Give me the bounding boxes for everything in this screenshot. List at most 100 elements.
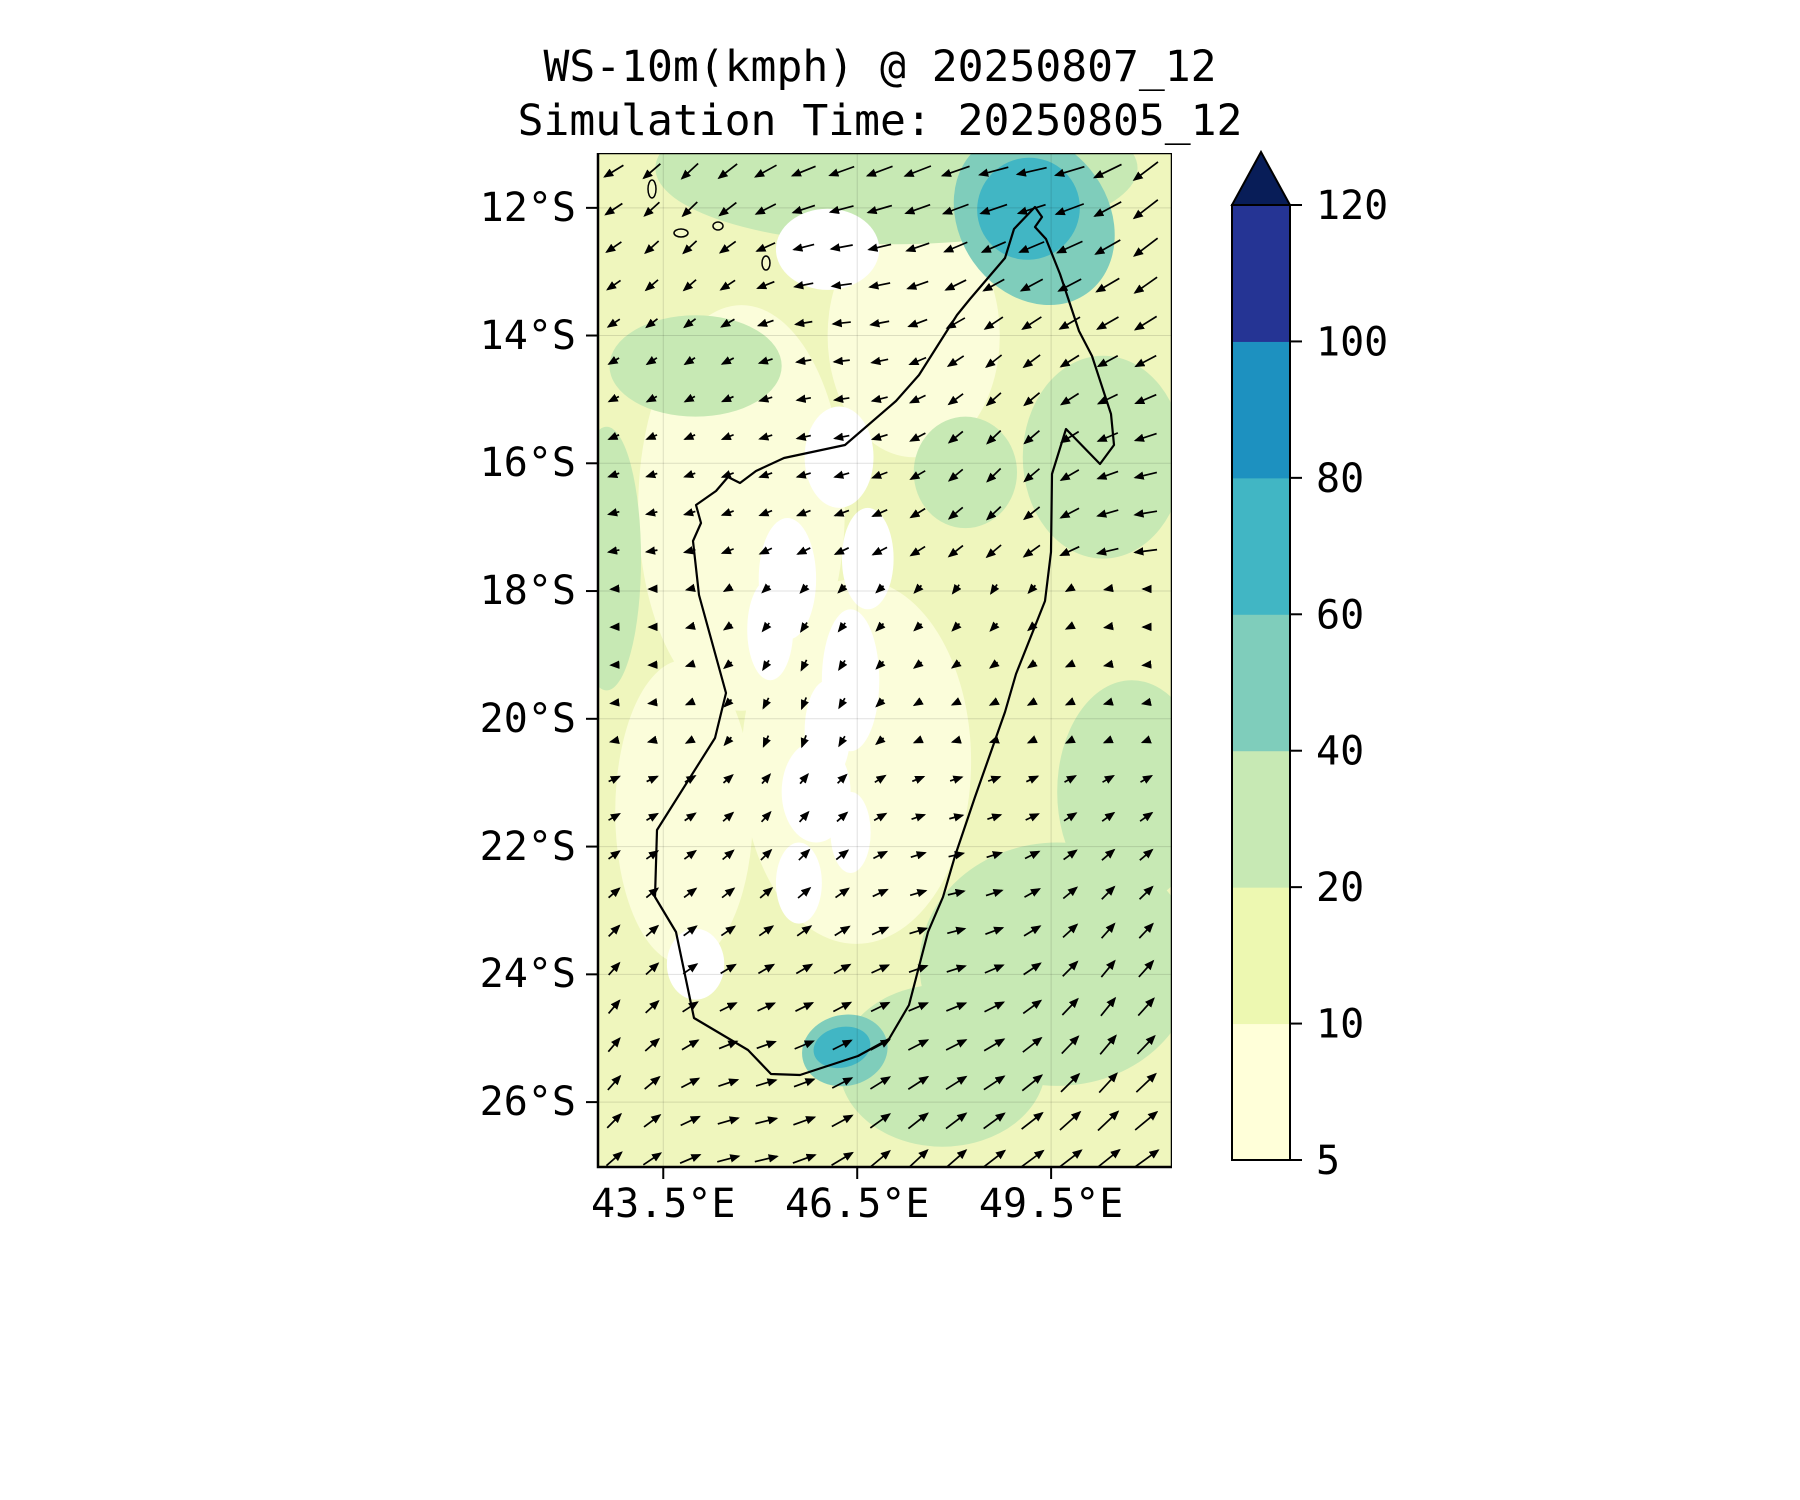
wind-arrow xyxy=(1021,316,1042,331)
wind-arrow xyxy=(680,1115,701,1127)
wind-arrow xyxy=(718,1040,739,1050)
wind-arrow xyxy=(756,318,774,327)
wind-arrow xyxy=(947,888,966,898)
wind-arrow xyxy=(645,887,660,899)
wind-arrow xyxy=(909,507,926,519)
wind-arrow xyxy=(1058,316,1081,330)
wind-arrow xyxy=(644,1037,661,1052)
wind-arrow xyxy=(799,583,810,594)
wind-arrow xyxy=(909,470,926,481)
wind-arrow xyxy=(683,393,696,403)
wind-arrow xyxy=(987,813,1003,822)
wind-speed-region xyxy=(913,416,1018,529)
madagascar-coastline xyxy=(653,205,1116,1077)
wind-arrow xyxy=(722,849,735,861)
wind-arrow xyxy=(1023,506,1041,521)
wind-arrow xyxy=(1098,1072,1118,1094)
wind-arrow xyxy=(873,812,888,822)
wind-arrow xyxy=(985,354,1003,369)
y-tick-label: 26°S xyxy=(479,1079,576,1126)
wind-arrow xyxy=(683,356,696,366)
wind-arrow xyxy=(683,318,697,329)
wind-arrow xyxy=(717,1116,740,1125)
wind-arrow xyxy=(683,925,698,937)
wind-arrow xyxy=(755,1078,778,1087)
wind-arrow xyxy=(643,1114,662,1128)
wind-arrow xyxy=(754,203,777,215)
wind-arrow xyxy=(829,243,853,252)
wind-arrow xyxy=(1099,1034,1117,1055)
wind-arrow xyxy=(720,318,735,328)
wind-arrow xyxy=(870,356,889,366)
wind-arrow xyxy=(760,848,773,861)
wind-arrow xyxy=(756,280,775,290)
colorbar: 5 10 20 40 60 80 100 120 xyxy=(1230,149,1388,1184)
wind-arrow xyxy=(755,242,776,252)
colorbar-segment xyxy=(1232,477,1290,615)
wind-speed-region xyxy=(1022,355,1172,559)
wind-arrow xyxy=(870,1039,891,1051)
wind-arrow xyxy=(1133,547,1158,556)
wind-arrow xyxy=(757,963,776,975)
wind-arrow xyxy=(911,775,926,784)
wind-arrow xyxy=(645,318,659,329)
wind-arrow xyxy=(1096,316,1119,330)
wind-arrow xyxy=(644,279,659,292)
wind-arrow xyxy=(979,203,1008,215)
colorbar-segment xyxy=(1232,341,1290,479)
wind-speed-region xyxy=(775,208,880,290)
wind-arrow xyxy=(869,1076,892,1090)
wind-arrow xyxy=(947,430,964,444)
wind-arrow xyxy=(720,394,734,403)
colorbar-segment xyxy=(1232,887,1290,1025)
wind-arrow xyxy=(984,964,1005,974)
wind-arrow xyxy=(1054,203,1085,216)
wind-arrow xyxy=(607,356,620,365)
colorbar-tick-label: 80 xyxy=(1316,456,1364,502)
wind-arrow xyxy=(795,356,812,366)
wind-arrow xyxy=(1062,923,1079,939)
wind-arrow xyxy=(1061,997,1079,1016)
wind-arrow xyxy=(985,506,1002,521)
wind-arrow xyxy=(986,851,1003,860)
wind-arrow xyxy=(988,659,1000,669)
wind-arrow xyxy=(1064,583,1076,593)
wind-arrow xyxy=(608,735,620,744)
wind-arrow xyxy=(1096,509,1119,518)
wind-arrow xyxy=(607,1036,621,1053)
wind-arrow xyxy=(1096,393,1118,405)
wind-arrow xyxy=(832,356,850,366)
wind-arrow xyxy=(607,431,620,440)
wind-arrow xyxy=(837,773,848,784)
wind-arrow xyxy=(720,963,737,975)
wind-arrow xyxy=(835,849,850,861)
wind-arrow xyxy=(1026,659,1038,669)
wind-arrow xyxy=(799,622,810,633)
x-tick-label: 43.5°E xyxy=(591,1181,736,1227)
wind-arrow xyxy=(754,1154,779,1163)
wind-arrow xyxy=(683,470,696,479)
wind-arrow xyxy=(608,850,621,860)
wind-arrow xyxy=(607,1074,622,1091)
wind-arrow xyxy=(947,468,964,482)
wind-arrow xyxy=(720,470,734,479)
wind-arrow xyxy=(684,812,697,822)
colorbar-tick-label: 40 xyxy=(1316,729,1364,775)
wind-arrow xyxy=(680,162,699,180)
wind-arrow xyxy=(833,508,850,517)
wind-arrow xyxy=(608,924,621,937)
wind-arrow xyxy=(945,317,966,329)
wind-arrow xyxy=(988,697,1000,706)
wind-arrow xyxy=(1025,775,1040,784)
wind-arrow xyxy=(986,429,1002,445)
plot-border xyxy=(596,153,1172,1169)
wind-arrow xyxy=(908,1002,929,1012)
wind-arrow xyxy=(608,775,621,784)
wind-arrow xyxy=(605,1151,623,1167)
colorbar-tick-label: 120 xyxy=(1316,183,1388,229)
wind-arrow xyxy=(759,886,774,899)
wind-arrow xyxy=(761,773,772,785)
wind-arrow xyxy=(874,774,887,784)
wind-arrow xyxy=(1026,735,1038,744)
wind-arrow xyxy=(1059,469,1080,481)
